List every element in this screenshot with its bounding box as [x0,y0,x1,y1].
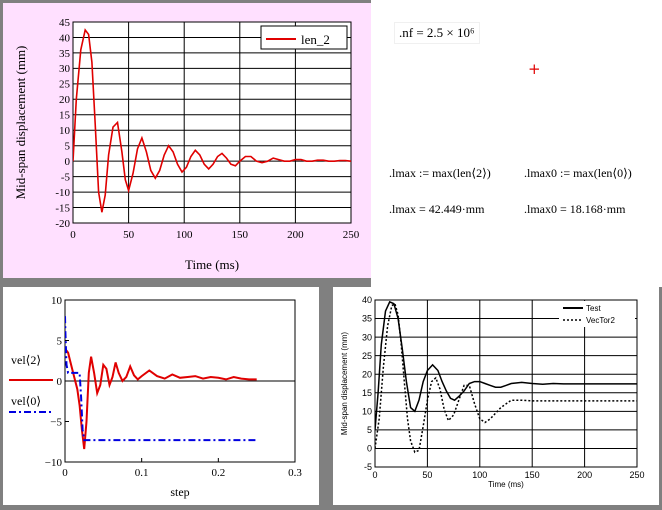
y-tick-label: -20 [55,218,70,230]
series-line-vel-0 [65,316,257,442]
y-tick-label: 0 [57,376,63,388]
chart3-region: 0 50 100 150 200 250 -5 0 5 10 15 20 25 30 35 40 Time (m… [333,287,659,505]
y-tick-label: 15 [59,110,71,122]
series-line-vel-2 [65,347,257,450]
y-tick-label: 40 [362,295,372,305]
y-tick-label: 20 [59,94,71,106]
y-tick-label: -5 [61,171,71,183]
x-axis-label: Time (ms) [185,257,239,272]
x-tick-label: 200 [287,229,304,241]
chart2: 0 0.1 0.2 0.3 −10 −5 0 5 10 step vel⟨2⟩ vel⟨0⟩ [9,295,302,499]
y-tick-label: 35 [362,314,372,324]
series-line-len-2 [73,28,351,213]
legend-label-vel0: vel⟨0⟩ [11,394,41,408]
y-tick-label: -10 [55,187,70,199]
x-axis-label: step [170,485,189,499]
x-tick-label: 50 [123,229,135,241]
y-tick-label: 5 [57,335,63,347]
y-tick-label: 10 [362,406,372,416]
x-tick-label: 250 [343,229,360,241]
x-tick-label: 150 [525,470,540,480]
y-tick-label: 35 [59,48,71,60]
x-tick-label: 0 [70,229,76,241]
y-tick-label: 0 [367,444,372,454]
y-tick-label: 40 [59,32,71,44]
y-tick-label: 5 [65,141,71,153]
legend-label-vector2: VecTor2 [586,316,615,325]
y-tick-label: 10 [59,125,71,137]
x-tick-label: 200 [577,470,592,480]
y-tick-label: −10 [45,457,63,469]
y-tick-label: 30 [362,332,372,342]
lmax0-result[interactable]: .lmax0 = 18.168·mm [520,200,630,219]
y-axis-label: Mid-span displacement (mm) [13,46,28,200]
y-tick-label: 5 [367,425,372,435]
y-tick-label: 20 [362,369,372,379]
chart1-region: 0 50 100 150 200 250 -20 -15 -10 -5 0 5 10 15 20 25 30 35… [3,3,371,278]
y-tick-label: 10 [51,295,63,307]
legend-label-test: Test [586,304,601,313]
y-tick-label: 15 [362,388,372,398]
y-tick-label: 25 [59,79,71,91]
legend-box [260,25,348,50]
x-tick-label: 0.3 [288,467,302,479]
x-tick-label: 100 [176,229,193,241]
x-axis-label: Time (ms) [488,480,524,489]
x-tick-label: 100 [472,470,487,480]
lmax-result[interactable]: .lmax = 42.449·mm [385,200,489,219]
y-axis-label: Mid-span displacement (mm) [340,332,349,435]
y-tick-label: 45 [59,17,71,29]
chart1: 0 50 100 150 200 250 -20 -15 -10 -5 0 5 10 15 20 25 30 35… [13,17,360,272]
x-tick-label: 0.2 [211,467,225,479]
legend-box [559,301,635,327]
y-tick-label: −5 [50,416,62,428]
legend-label-vel2: vel⟨2⟩ [11,353,41,367]
legend-label: len_2 [301,32,330,47]
x-tick-label: 0.1 [135,467,149,479]
insertion-marker[interactable]: + [528,60,541,78]
series-line-test [375,300,637,430]
plot-area [72,21,352,224]
y-tick-label: -15 [55,202,70,214]
x-tick-label: 0 [372,470,377,480]
x-tick-label: 0 [62,467,68,479]
nf-expression[interactable]: .nf = 2.5 × 10⁶ [394,22,480,44]
series-line-vector2 [375,302,637,454]
worksheet-region: .nf = 2.5 × 10⁶ + .lmax := max(len⟨2⟩) .… [371,0,662,287]
lmax-definition[interactable]: .lmax := max(len⟨2⟩) [385,164,495,183]
y-tick-label: 30 [59,63,71,75]
x-tick-label: 250 [629,470,644,480]
chart2-region: 0 0.1 0.2 0.3 −10 −5 0 5 10 step vel⟨2⟩ vel⟨0⟩ [3,287,319,505]
y-tick-label: -5 [364,462,372,472]
x-tick-label: 150 [232,229,249,241]
lmax0-definition[interactable]: .lmax0 := max(len⟨0⟩) [520,164,636,183]
y-tick-label: 0 [65,156,71,168]
x-tick-label: 50 [422,470,432,480]
y-tick-label: 25 [362,351,372,361]
